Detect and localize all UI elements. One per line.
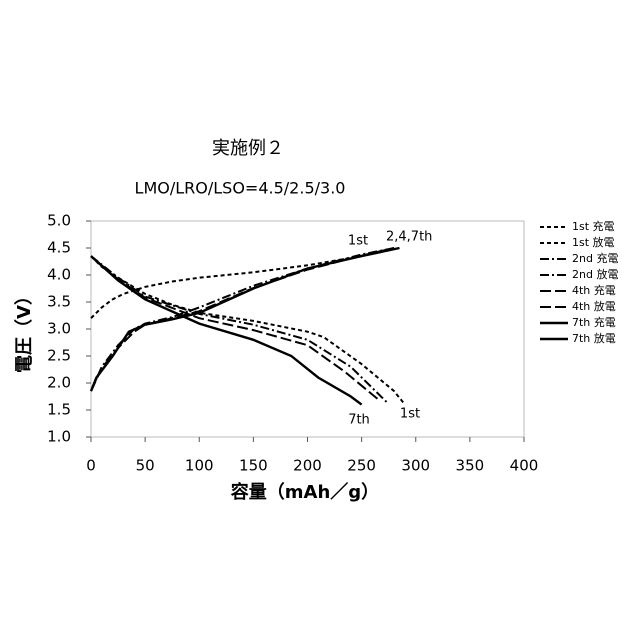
- x-tick-label: 300: [401, 457, 430, 475]
- chart: 実施例２ LMO/LRO/LSO=4.5/2.5/3.0 容量（mAh／g） 電…: [0, 0, 640, 640]
- legend-label: 1st 放電: [572, 235, 615, 249]
- legend-label: 7th 放電: [572, 331, 616, 345]
- x-tick-label: 200: [293, 457, 322, 475]
- x-tick-label: 250: [347, 457, 376, 475]
- x-tick-label: 150: [239, 457, 268, 475]
- y-axis-label: 電圧（V）: [14, 287, 35, 373]
- legend-label: 2nd 充電: [572, 251, 618, 265]
- x-axis-label: 容量（mAh／g）: [231, 481, 379, 503]
- x-tick-label: 350: [456, 457, 485, 475]
- y-tick-label: 4.0: [47, 266, 71, 284]
- y-tick-label: 4.5: [47, 239, 71, 257]
- background: [0, 0, 640, 640]
- y-tick-label: 2.5: [47, 347, 71, 365]
- y-tick-label: 1.0: [47, 428, 71, 446]
- annotation: 2,4,7th: [386, 230, 432, 245]
- annotation: 7th: [348, 413, 370, 428]
- annotation: 1st: [348, 234, 368, 249]
- chart-subtitle: LMO/LRO/LSO=4.5/2.5/3.0: [135, 179, 346, 198]
- legend-label: 4th 充電: [572, 283, 616, 297]
- chart-title: 実施例２: [212, 138, 284, 159]
- y-tick-label: 3.5: [47, 293, 71, 311]
- x-tick-label: 100: [185, 457, 214, 475]
- y-tick-label: 3.0: [47, 320, 71, 338]
- y-tick-label: 1.5: [47, 401, 71, 419]
- y-tick-label: 2.0: [47, 374, 71, 392]
- legend-label: 4th 放電: [572, 299, 616, 313]
- x-tick-label: 0: [86, 457, 96, 475]
- legend-label: 1st 充電: [572, 219, 615, 233]
- legend-label: 7th 充電: [572, 315, 616, 329]
- legend-label: 2nd 放電: [572, 267, 618, 281]
- annotation: 1st: [400, 407, 420, 422]
- x-tick-label: 400: [510, 457, 539, 475]
- y-tick-label: 5.0: [47, 212, 71, 230]
- x-tick-label: 50: [136, 457, 155, 475]
